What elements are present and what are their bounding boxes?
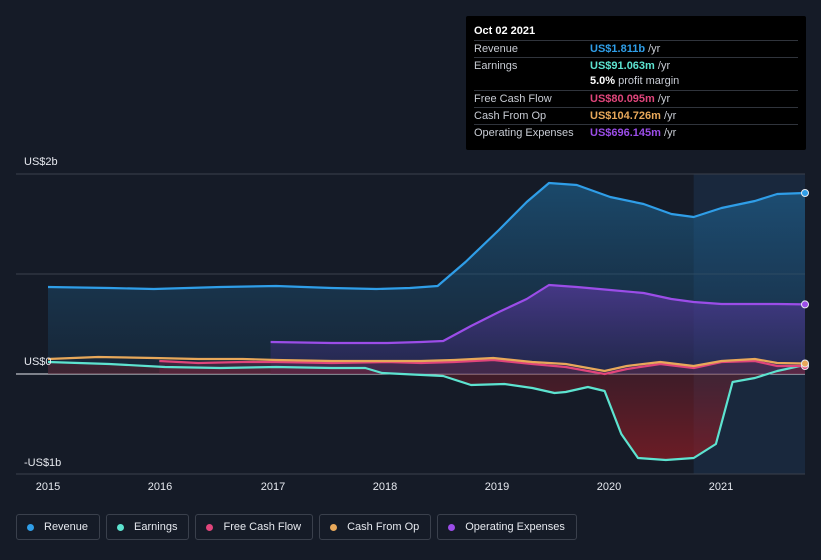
legend-label: Earnings (134, 521, 178, 533)
tooltip-value-fcf: US$80.095m /yr (590, 93, 670, 105)
legend: Revenue Earnings Free Cash Flow Cash Fro… (16, 514, 577, 542)
legend-item-cash-from-op[interactable]: Cash From Op (319, 514, 432, 540)
area-earnings (48, 362, 805, 460)
tooltip-label: Revenue (474, 43, 519, 55)
x-tick-label: 2016 (147, 481, 173, 493)
tooltip-value: US$91.063m (590, 60, 655, 72)
x-tick-label: 2019 (484, 481, 510, 493)
tooltip-value: US$696.145m (590, 127, 661, 139)
endpoint-revenue (801, 189, 809, 197)
legend-item-operating-expenses[interactable]: Operating Expenses (437, 514, 577, 540)
tooltip-row-fcf: Free Cash Flow US$80.095m /yr (474, 90, 798, 107)
tooltip-label: Cash From Op (474, 110, 547, 122)
y-tick-label-zero: US$0 (24, 356, 52, 368)
legend-label: Cash From Op (347, 521, 420, 533)
tooltip-unit: profit margin (615, 75, 680, 87)
x-tick-label: 2021 (708, 481, 734, 493)
legend-item-revenue[interactable]: Revenue (16, 514, 101, 540)
legend-label: Operating Expenses (465, 521, 565, 533)
tooltip-value: 5.0% (590, 75, 616, 87)
legend-label: Revenue (44, 521, 89, 533)
tooltip-unit: /yr (654, 93, 671, 105)
line-cash-from-op (47, 355, 806, 373)
y-tick-label-bottom: -US$1b (24, 457, 62, 469)
tooltip-unit: /yr (660, 110, 677, 122)
endpoint-cash-from-op (801, 359, 809, 368)
data-tooltip: Oct 02 2021 Revenue US$1.811b /yr Earnin… (466, 16, 806, 150)
area-operating-expenses (270, 285, 806, 374)
tooltip-label: Free Cash Flow (474, 93, 552, 105)
tooltip-value: US$104.726m (590, 110, 661, 122)
tooltip-value-margin: 5.0% profit margin (590, 75, 679, 87)
legend-dot-icon (330, 523, 338, 531)
tooltip-value: US$1.811b (590, 43, 646, 55)
endpoint-operating-expenses (801, 300, 809, 309)
tooltip-value: US$80.095m (590, 93, 655, 105)
legend-dot-icon (206, 523, 214, 531)
tooltip-row-earnings: Earnings US$91.063m /yr (474, 57, 798, 74)
legend-dot-icon (117, 523, 125, 531)
legend-item-free-cash-flow[interactable]: Free Cash Flow (195, 514, 314, 540)
x-tick-label: 2015 (35, 481, 61, 493)
tooltip-row-cfo: Cash From Op US$104.726m /yr (474, 107, 798, 124)
x-tick-label: 2017 (260, 481, 286, 493)
legend-dot-icon (448, 523, 456, 531)
tooltip-value-revenue: US$1.811b /yr (590, 43, 660, 55)
tooltip-value-cfo: US$104.726m /yr (590, 110, 676, 122)
tooltip-row-profit-margin: 5.0% profit margin (474, 73, 798, 89)
tooltip-label: Operating Expenses (474, 127, 574, 139)
y-tick-label-top: US$2b (24, 156, 58, 168)
tooltip-unit: /yr (645, 43, 661, 55)
line-operating-expenses (270, 283, 806, 345)
legend-dot-icon (27, 523, 34, 531)
tooltip-unit: /yr (654, 60, 671, 72)
line-revenue (47, 181, 806, 291)
line-earnings (47, 360, 806, 462)
x-tick-label: 2018 (372, 481, 398, 493)
tooltip-value-earnings: US$91.063m /yr (590, 60, 670, 72)
legend-item-earnings[interactable]: Earnings (106, 514, 190, 540)
tooltip-row-revenue: Revenue US$1.811b /yr (474, 40, 798, 57)
x-tick-label: 2020 (596, 481, 622, 493)
tooltip-row-opex: Operating Expenses US$696.145m /yr (474, 124, 798, 141)
tooltip-value-opex: US$696.145m /yr (590, 127, 676, 139)
tooltip-label: Earnings (474, 60, 518, 72)
tooltip-date: Oct 02 2021 (474, 25, 536, 37)
tooltip-unit: /yr (660, 127, 677, 139)
legend-label: Free Cash Flow (223, 521, 302, 533)
